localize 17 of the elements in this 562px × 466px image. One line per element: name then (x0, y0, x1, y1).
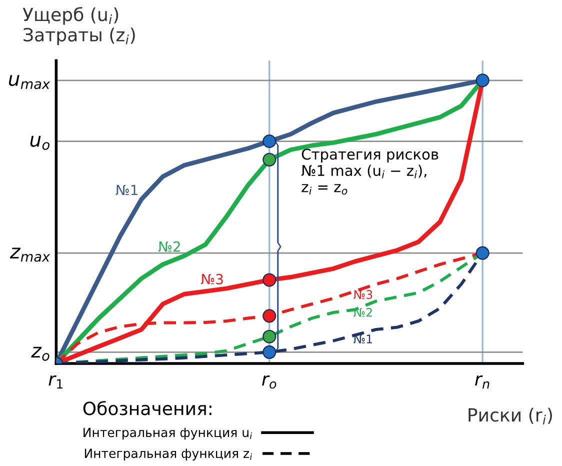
ref-line-label: u$_{o}$ (30, 136, 50, 150)
series-label: №1 (116, 184, 138, 196)
text: Стратегия рисков №1 max (u$_{i}$ − z$_{i}$), z$_{i}$ = z$_{o}$ (301, 148, 438, 195)
legend-title: Обозначения: (83, 400, 212, 416)
text: Интегральная функция u$_{i}$ (84, 428, 252, 440)
series-label: №3 (354, 290, 372, 299)
x-tick-label: r$_{1}$ (48, 375, 63, 388)
series-label: №3 (201, 274, 223, 284)
y-axis-title: Ущерб (u$_{i}$) Затраты (z$_{i}$) (22, 6, 135, 46)
ref-line-label: z$_{o}$ (31, 346, 50, 361)
ref-line-label: z$_{max}$ (10, 248, 50, 262)
x-tick-label: r$_{n}$ (475, 375, 490, 388)
x-axis-title: Риски (r$_{i}$) (468, 408, 552, 424)
x-tick-label: r$_{o}$ (262, 375, 276, 389)
series-label: №2 (158, 241, 180, 252)
ref-line-label: u$_{max}$ (8, 75, 50, 90)
text: Интегральная функция z$_{i}$ (84, 448, 252, 460)
